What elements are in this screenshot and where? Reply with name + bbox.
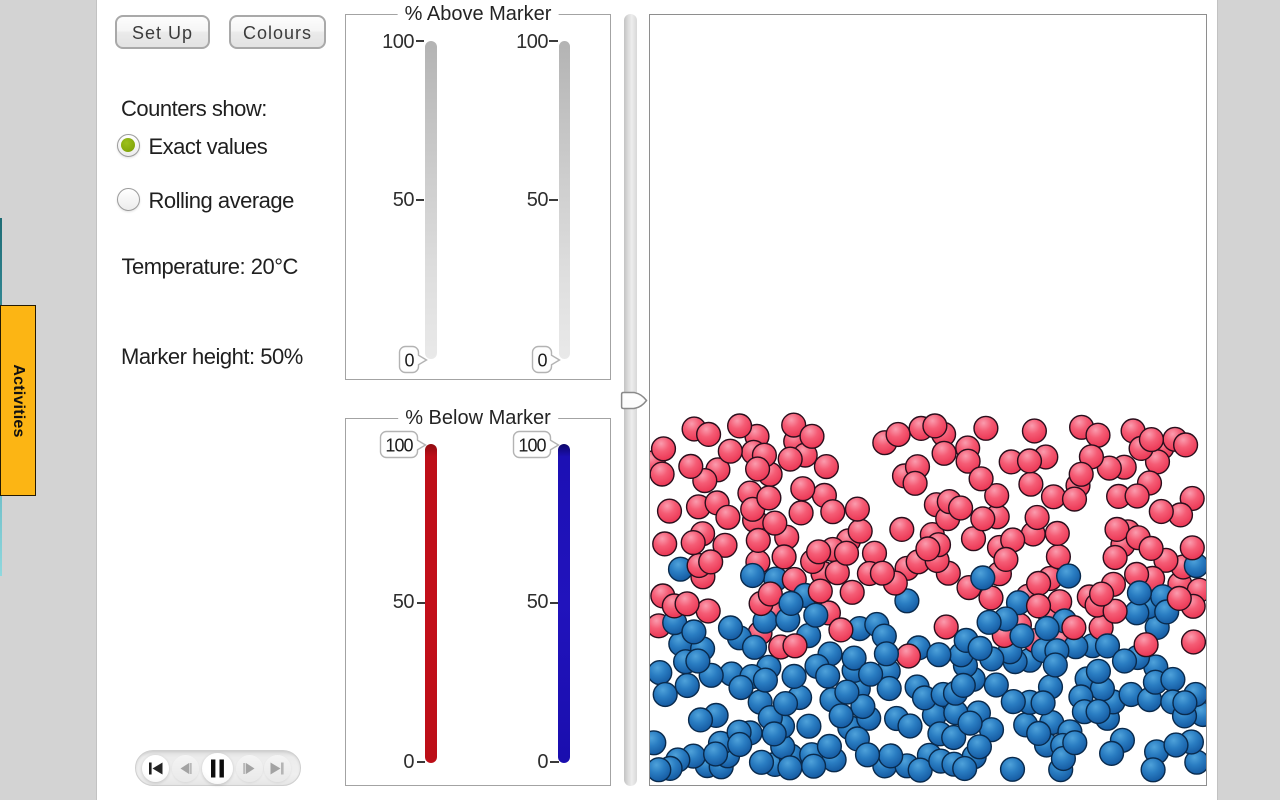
svg-text:100: 100 bbox=[385, 435, 413, 455]
svg-text:0: 0 bbox=[404, 350, 414, 370]
svg-text:100: 100 bbox=[518, 435, 546, 455]
svg-text:0: 0 bbox=[537, 350, 547, 370]
